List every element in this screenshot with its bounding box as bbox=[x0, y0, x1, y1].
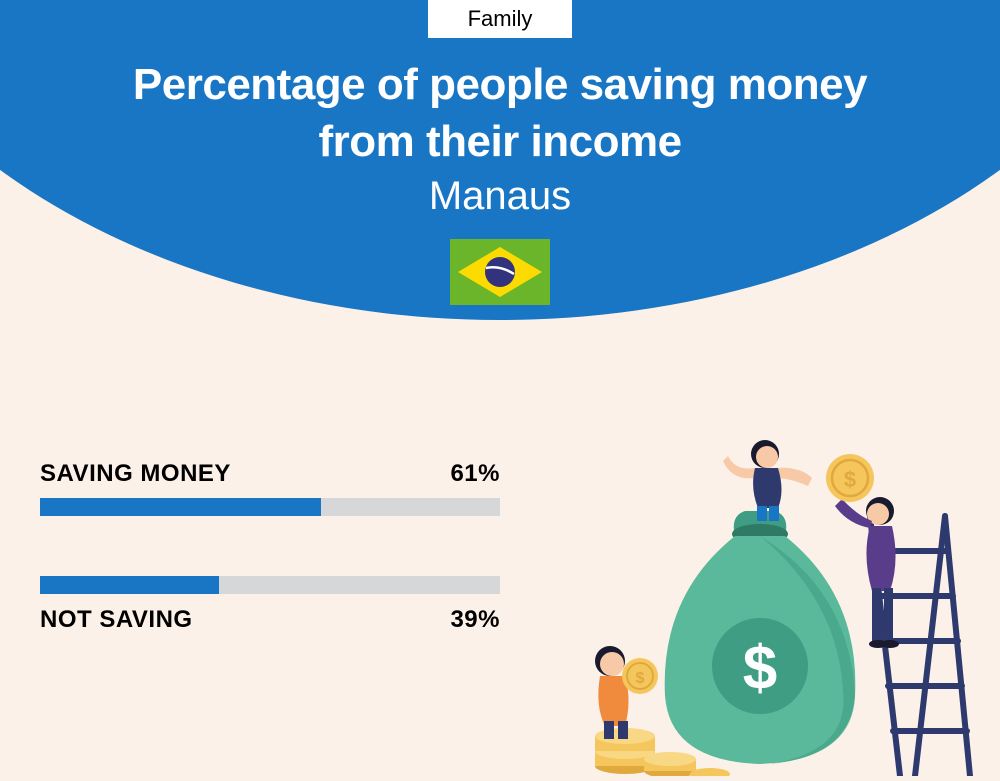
brazil-flag-icon bbox=[450, 239, 550, 305]
location-subtitle: Manaus bbox=[0, 174, 1000, 219]
title-line-1: Percentage of people saving money bbox=[133, 60, 867, 109]
bar-value: 61% bbox=[450, 460, 500, 488]
bar-track bbox=[40, 498, 500, 516]
person-reaching-icon bbox=[723, 440, 812, 521]
bar-label-row: NOT SAVING 39% bbox=[40, 606, 500, 634]
svg-text:$: $ bbox=[844, 467, 856, 492]
page-title: Percentage of people saving money from t… bbox=[0, 56, 1000, 170]
bar-not-saving: NOT SAVING 39% bbox=[40, 576, 500, 634]
person-holding-coin-icon: $ bbox=[595, 646, 658, 739]
bar-label-row: SAVING MONEY 61% bbox=[40, 460, 500, 488]
svg-text:$: $ bbox=[743, 634, 777, 703]
bar-track bbox=[40, 576, 500, 594]
money-saving-illustration: $ $ bbox=[560, 416, 980, 776]
header: Family Percentage of people saving money… bbox=[0, 0, 1000, 310]
svg-text:$: $ bbox=[636, 670, 645, 687]
bar-fill bbox=[40, 576, 219, 594]
bar-value: 39% bbox=[450, 606, 500, 634]
bar-label: SAVING MONEY bbox=[40, 460, 231, 488]
bar-fill bbox=[40, 498, 321, 516]
bar-label: NOT SAVING bbox=[40, 606, 193, 634]
category-tag: Family bbox=[428, 0, 573, 38]
money-bag-icon: $ bbox=[665, 511, 856, 764]
title-line-2: from their income bbox=[318, 117, 681, 166]
bar-saving-money: SAVING MONEY 61% bbox=[40, 460, 500, 516]
bars-chart: SAVING MONEY 61% NOT SAVING 39% bbox=[40, 460, 500, 694]
